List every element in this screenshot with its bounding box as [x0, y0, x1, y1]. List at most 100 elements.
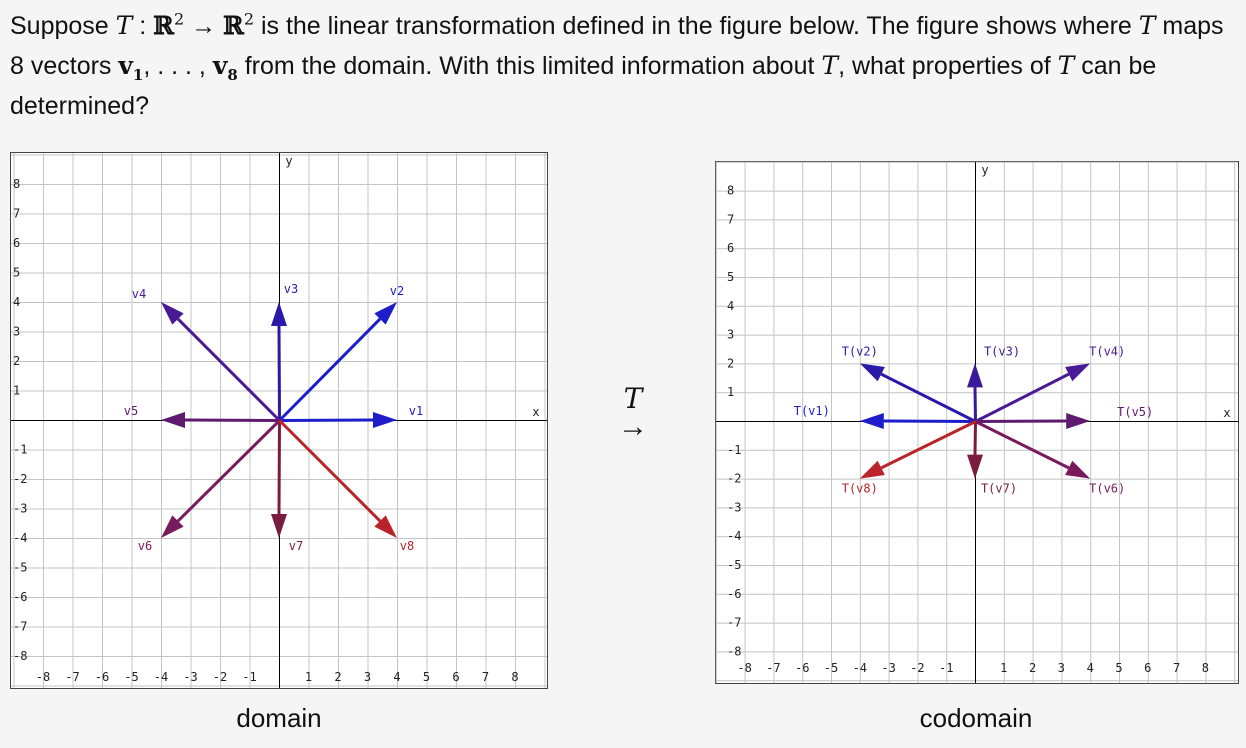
codomain-arrowhead-tv7	[967, 454, 983, 479]
math-exponent: 2	[243, 9, 255, 29]
codomain-vector-label: T(v2)	[842, 344, 878, 358]
domain-arrowhead-v3	[271, 302, 287, 326]
domain-vector-v4	[176, 317, 281, 422]
domain-vector-label: v6	[138, 539, 152, 553]
codomain-vector-label: T(v8)	[842, 482, 878, 496]
domain-vector-label: v4	[132, 287, 146, 301]
math-v: v	[212, 51, 228, 80]
domain-y-tick-label: -2	[13, 472, 27, 486]
math-colon: :	[132, 12, 154, 40]
codomain-arrowhead-tv2	[859, 363, 885, 382]
domain-y-tick-label: 6	[13, 236, 20, 250]
domain-x-tick-label: -3	[183, 670, 197, 684]
domain-y-tick-label: -3	[13, 502, 27, 516]
codomain-x-tick-label: -8	[737, 661, 751, 675]
codomain-x-tick-label: 7	[1173, 661, 1180, 675]
codomain-y-tick-label: 3	[727, 328, 734, 342]
question-part: Suppose	[10, 12, 116, 40]
domain-y-tick-label: 3	[13, 325, 20, 339]
domain-x-axis-label: x	[532, 405, 539, 419]
question-text: Suppose T : ℝ2 → ℝ2 is the linear transf…	[10, 6, 1238, 126]
codomain-x-tick-label: -6	[795, 661, 809, 675]
question-part: can be determined?	[10, 52, 1157, 120]
domain-x-tick-label: -4	[154, 670, 168, 684]
codomain-x-tick-label: 6	[1144, 661, 1151, 675]
codomain-x-tick-label: 2	[1029, 661, 1036, 675]
codomain-y-tick-label: 4	[727, 299, 734, 313]
domain-arrowhead-v4	[161, 302, 184, 325]
domain-y-tick-label: -1	[13, 443, 27, 457]
codomain-x-axis-label: x	[1223, 406, 1230, 420]
domain-arrowhead-v1	[373, 412, 397, 428]
domain-vector-label: v7	[289, 539, 303, 553]
codomain-arrowhead-tv1	[859, 413, 884, 429]
domain-x-tick-label: -2	[213, 670, 227, 684]
codomain-vector-tv5	[975, 419, 1067, 423]
domain-arrowhead-v7	[271, 514, 287, 538]
codomain-vector-tv2	[880, 372, 977, 423]
math-reals: ℝ	[223, 11, 244, 40]
domain-vector-v2	[278, 317, 382, 422]
codomain-y-tick-label: -4	[727, 529, 741, 543]
domain-y-tick-label: -8	[13, 649, 27, 663]
right-arrow-icon: →	[618, 410, 648, 443]
domain-y-tick-label: -7	[13, 620, 27, 634]
domain-vector-label: v5	[124, 404, 138, 418]
domain-x-tick-label: 5	[423, 670, 430, 684]
domain-x-tick-label: 6	[452, 670, 459, 684]
codomain-arrowhead-tv3	[967, 363, 983, 388]
domain-y-tick-label: 8	[13, 177, 20, 191]
domain-vector-label: v3	[284, 282, 298, 296]
codomain-vector-tv1	[883, 419, 976, 423]
codomain-vector-label: T(v3)	[984, 344, 1020, 358]
domain-y-tick-label: 1	[13, 384, 20, 398]
codomain-vector-tv7	[973, 421, 977, 455]
codomain-y-tick-label: 7	[727, 212, 734, 226]
codomain-arrowhead-tv4	[1065, 363, 1091, 382]
math-arrow: →	[184, 12, 224, 40]
codomain-vector-tv8	[880, 420, 977, 470]
codomain-y-tick-label: -5	[727, 558, 741, 572]
domain-x-tick-label: 4	[393, 670, 400, 684]
math-dots: , . . . ,	[143, 52, 213, 80]
domain-x-tick-label: -8	[36, 670, 50, 684]
domain-x-tick-label: 2	[334, 670, 341, 684]
domain-x-tick-label: 3	[364, 670, 371, 684]
codomain-vector-label: T(v7)	[981, 482, 1017, 496]
domain-y-tick-label: 2	[13, 354, 20, 368]
domain-vector-v6	[176, 419, 281, 523]
domain-arrowhead-v5	[161, 412, 185, 428]
codomain-vector-label: T(v1)	[794, 404, 830, 418]
math-T: T	[115, 11, 133, 40]
codomain-x-tick-label: -3	[881, 661, 895, 675]
domain-x-tick-label: -1	[242, 670, 256, 684]
codomain-y-axis-label: y	[981, 163, 988, 177]
domain-vector-v3	[277, 325, 281, 421]
codomain-x-tick-label: 1	[1000, 661, 1007, 675]
codomain-x-tick-label: -7	[766, 661, 780, 675]
codomain-y-tick-label: -7	[727, 616, 741, 630]
domain-vector-v1	[279, 418, 374, 422]
codomain-y-tick-label: 6	[727, 241, 734, 255]
domain-y-tick-label: 4	[13, 295, 20, 309]
codomain-vector-tv3	[973, 387, 977, 422]
codomain-x-tick-label: -2	[910, 661, 924, 675]
codomain-y-tick-label: 1	[727, 385, 734, 399]
question-part: from the domain. With this limited infor…	[237, 52, 822, 80]
domain-arrowhead-v6	[161, 515, 184, 538]
codomain-y-tick-label: 5	[727, 270, 734, 284]
codomain-vector-tv4	[974, 372, 1070, 423]
codomain-y-tick-label: 2	[727, 356, 734, 370]
codomain-caption: codomain	[919, 703, 1033, 733]
domain-vector-v5	[184, 418, 280, 422]
math-v: v	[118, 51, 133, 80]
math-T: T	[1138, 11, 1156, 40]
codomain-x-tick-label: 8	[1202, 661, 1209, 675]
codomain-y-tick-label: 8	[727, 184, 734, 198]
codomain-arrowhead-tv8	[859, 460, 885, 479]
domain-x-tick-label: 7	[482, 670, 489, 684]
domain-x-tick-label: 1	[305, 670, 312, 684]
codomain-y-tick-label: -3	[727, 500, 741, 514]
domain-y-tick-label: -4	[13, 531, 27, 545]
domain-y-tick-label: -5	[13, 561, 27, 575]
